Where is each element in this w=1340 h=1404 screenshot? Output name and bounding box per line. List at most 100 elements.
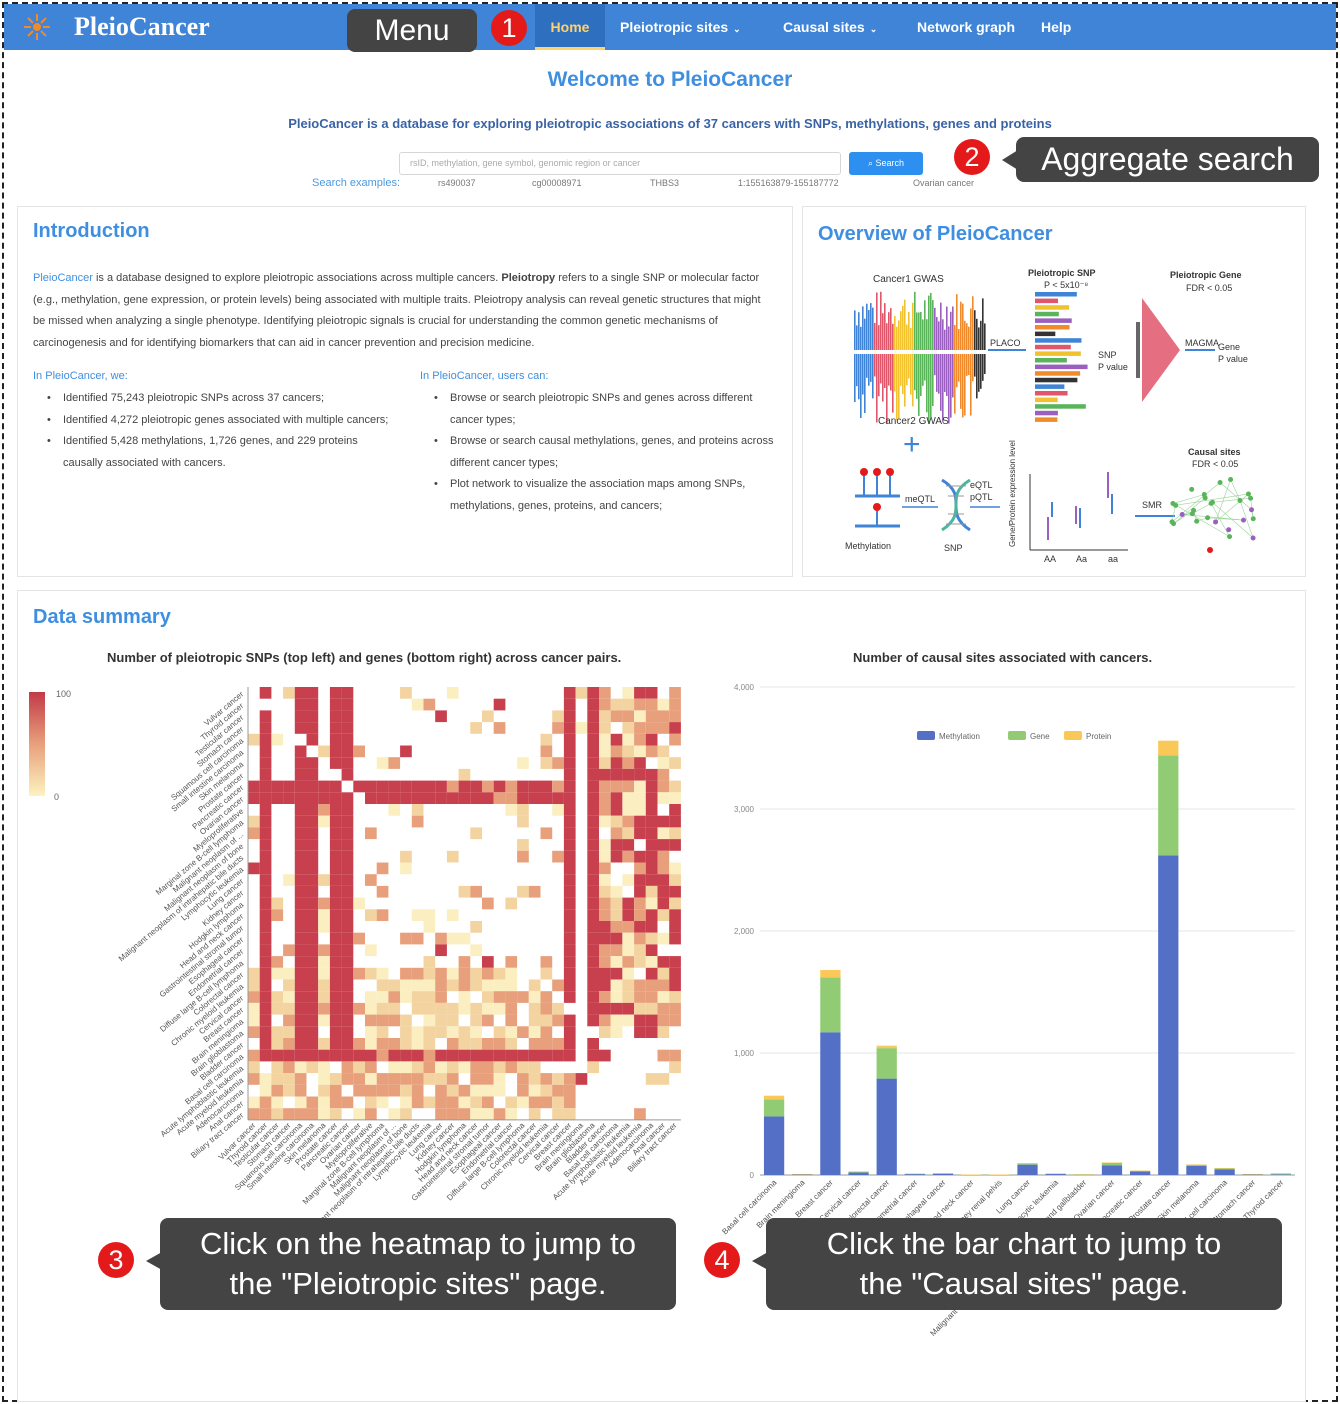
heatmap-cell[interactable] — [259, 1026, 272, 1038]
heatmap-cell[interactable] — [482, 792, 494, 804]
heatmap-cell[interactable] — [259, 967, 272, 980]
heatmap-cell[interactable] — [505, 1026, 518, 1038]
heatmap-cell[interactable] — [657, 1014, 670, 1027]
heatmap-cell[interactable] — [482, 780, 494, 793]
heatmap-cell[interactable] — [388, 1084, 401, 1097]
heatmap-cell[interactable] — [634, 991, 646, 1003]
heatmap-cell[interactable] — [446, 1049, 459, 1062]
heatmap-cell[interactable] — [645, 792, 658, 804]
heatmap-cell[interactable] — [528, 1061, 541, 1074]
heatmap-cell[interactable] — [622, 932, 635, 945]
heatmap-cell[interactable] — [294, 1038, 307, 1050]
heatmap-cell[interactable] — [446, 979, 459, 992]
heatmap-cell[interactable] — [657, 710, 670, 723]
heatmap-cell[interactable] — [435, 1049, 447, 1062]
heatmap-cell[interactable] — [283, 967, 295, 980]
heatmap-cell[interactable] — [599, 815, 611, 828]
heatmap-cell[interactable] — [446, 1073, 459, 1085]
heatmap-cell[interactable] — [283, 1014, 295, 1027]
heatmap-cell[interactable] — [505, 979, 518, 992]
heatmap-cell[interactable] — [283, 874, 295, 886]
heatmap-cell[interactable] — [376, 909, 389, 921]
heatmap-cell[interactable] — [283, 1038, 295, 1050]
heatmap-cell[interactable] — [634, 850, 646, 863]
heatmap-cell[interactable] — [563, 792, 576, 804]
heatmap-cell[interactable] — [622, 792, 635, 804]
bar-segment[interactable] — [1158, 855, 1179, 1175]
bar-segment[interactable] — [1129, 1171, 1151, 1175]
heatmap-cell[interactable] — [446, 687, 459, 699]
heatmap-cell[interactable] — [341, 722, 354, 734]
heatmap-cell[interactable] — [552, 1108, 564, 1120]
heatmap-cell[interactable] — [306, 687, 319, 699]
heatmap-cell[interactable] — [353, 932, 365, 945]
heatmap-cell[interactable] — [622, 733, 635, 746]
heatmap-cell[interactable] — [657, 698, 670, 711]
heatmap-cell[interactable] — [470, 780, 482, 793]
heatmap-cell[interactable] — [599, 932, 611, 945]
heatmap-cell[interactable] — [563, 885, 576, 898]
heatmap-cell[interactable] — [669, 932, 681, 945]
bar-segment[interactable] — [763, 1099, 785, 1117]
heatmap-cell[interactable] — [482, 991, 494, 1003]
heatmap-cell[interactable] — [517, 850, 529, 863]
heatmap-cell[interactable] — [423, 921, 436, 933]
heatmap-cell[interactable] — [259, 804, 272, 816]
heatmap-cell[interactable] — [400, 1061, 412, 1074]
heatmap-cell[interactable] — [528, 1084, 541, 1097]
heatmap-cell[interactable] — [610, 944, 623, 957]
legend-label[interactable]: Protein — [1086, 732, 1111, 741]
heatmap-cell[interactable] — [294, 687, 307, 699]
heatmap-cell[interactable] — [645, 874, 658, 886]
bar-segment[interactable] — [848, 1171, 869, 1172]
heatmap-cell[interactable] — [458, 1038, 471, 1050]
bar-segment[interactable] — [1214, 1168, 1235, 1170]
heatmap-cell[interactable] — [563, 944, 576, 957]
heatmap-cell[interactable] — [400, 932, 412, 945]
heatmap-cell[interactable] — [306, 1049, 319, 1062]
heatmap-cell[interactable] — [259, 944, 272, 957]
heatmap-cell[interactable] — [329, 956, 342, 968]
heatmap-cell[interactable] — [353, 967, 365, 980]
heatmap-cell[interactable] — [376, 1002, 389, 1015]
heatmap-cell[interactable] — [657, 722, 670, 734]
heatmap-cell[interactable] — [645, 862, 658, 875]
heatmap-cell[interactable] — [329, 1073, 342, 1085]
heatmap-cell[interactable] — [563, 1073, 576, 1085]
heatmap-cell[interactable] — [622, 967, 635, 980]
heatmap-cell[interactable] — [669, 956, 681, 968]
heatmap-cell[interactable] — [587, 1049, 599, 1062]
heatmap-cell[interactable] — [482, 710, 494, 723]
heatmap-cell[interactable] — [634, 780, 646, 793]
heatmap-cell[interactable] — [329, 944, 342, 957]
heatmap-cell[interactable] — [634, 862, 646, 875]
heatmap-cell[interactable] — [482, 897, 494, 910]
heatmap-cell[interactable] — [306, 921, 319, 933]
heatmap-cell[interactable] — [306, 733, 319, 746]
heatmap-cell[interactable] — [645, 815, 658, 828]
heatmap-cell[interactable] — [634, 768, 646, 781]
heatmap-cell[interactable] — [388, 780, 401, 793]
heatmap-cell[interactable] — [563, 956, 576, 968]
heatmap-cell[interactable] — [259, 932, 272, 945]
heatmap-cell[interactable] — [259, 733, 272, 746]
heatmap-cell[interactable] — [610, 745, 623, 758]
legend-swatch[interactable] — [1008, 731, 1026, 740]
heatmap-cell[interactable] — [552, 1049, 564, 1062]
heatmap-cell[interactable] — [341, 698, 354, 711]
heatmap-cell[interactable] — [458, 979, 471, 992]
heatmap-cell[interactable] — [376, 757, 389, 769]
heatmap-cell[interactable] — [259, 1073, 272, 1085]
heatmap-cell[interactable] — [294, 897, 307, 910]
heatmap-cell[interactable] — [610, 909, 623, 921]
heatmap-cell[interactable] — [306, 839, 319, 851]
nav-home[interactable]: Home — [535, 4, 605, 50]
heatmap-cell[interactable] — [271, 1108, 284, 1120]
heatmap-cell[interactable] — [493, 1049, 506, 1062]
heatmap-cell[interactable] — [318, 815, 330, 828]
heatmap-cell[interactable] — [376, 1038, 389, 1050]
heatmap-cell[interactable] — [435, 967, 447, 980]
heatmap-cell[interactable] — [341, 1014, 354, 1027]
heatmap-cell[interactable] — [470, 792, 482, 804]
heatmap-cell[interactable] — [283, 1073, 295, 1085]
